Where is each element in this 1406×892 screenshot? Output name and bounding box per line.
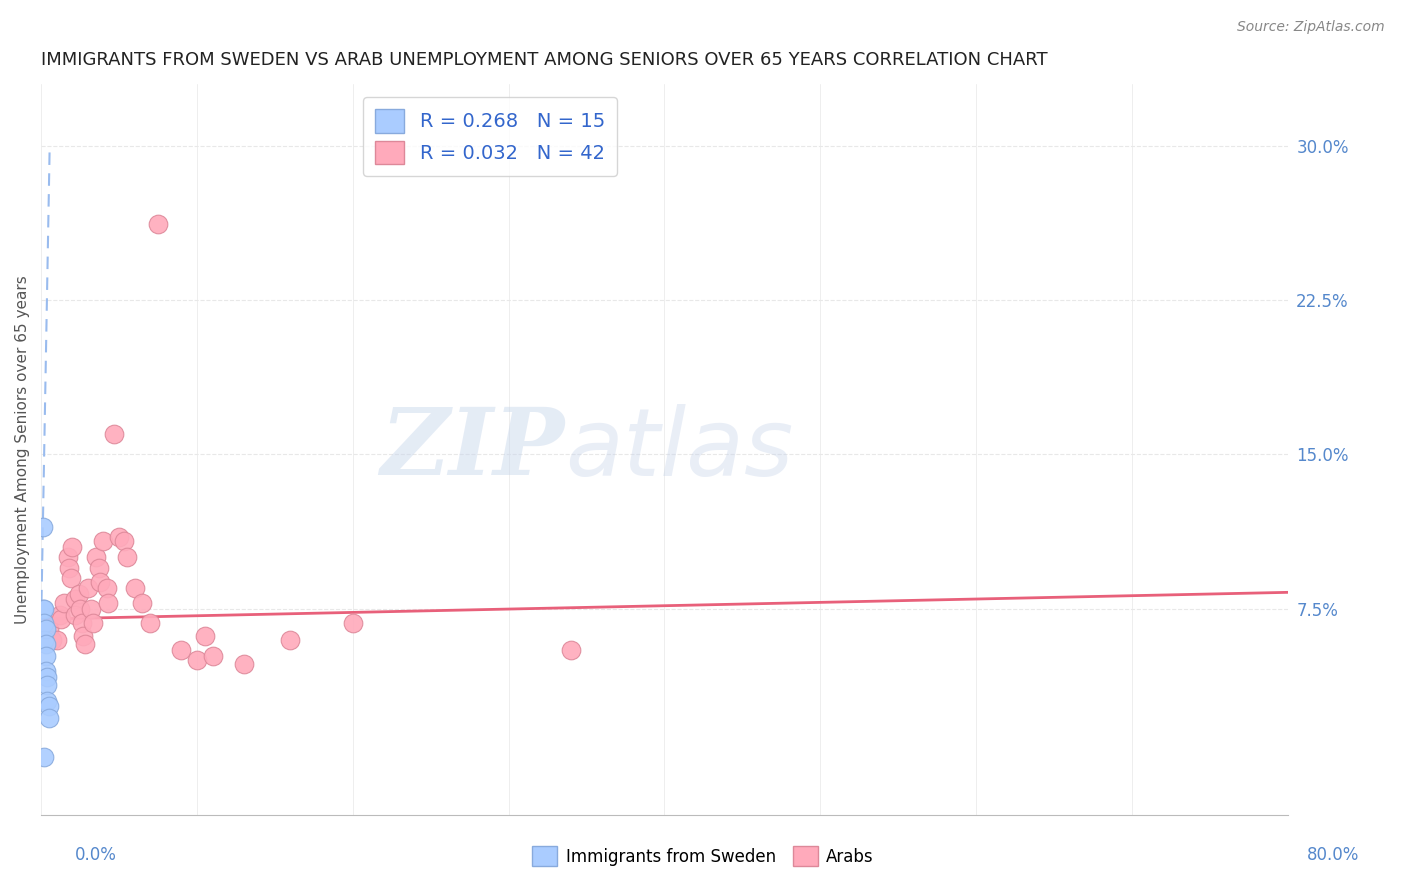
- Point: [49, 607, 72, 622]
- Point: [31, 519, 53, 533]
- Point: [232, 657, 254, 672]
- Text: 80.0%: 80.0%: [1306, 846, 1360, 863]
- Point: [80, 602, 103, 616]
- Point: [35, 637, 58, 651]
- Point: [38, 711, 60, 725]
- Text: ZIP: ZIP: [381, 404, 565, 494]
- Point: [59, 571, 82, 585]
- Point: [35, 664, 58, 678]
- Point: [194, 629, 217, 643]
- Point: [73, 637, 96, 651]
- Text: Source: ZipAtlas.com: Source: ZipAtlas.com: [1237, 20, 1385, 34]
- Point: [72, 629, 94, 643]
- Y-axis label: Unemployment Among Seniors over 65 years: Unemployment Among Seniors over 65 years: [15, 275, 30, 624]
- Point: [67, 587, 90, 601]
- Point: [31, 602, 53, 616]
- Text: IMMIGRANTS FROM SWEDEN VS ARAB UNEMPLOYMENT AMONG SENIORS OVER 65 YEARS CORRELAT: IMMIGRANTS FROM SWEDEN VS ARAB UNEMPLOYM…: [41, 51, 1047, 69]
- Point: [37, 694, 59, 708]
- Point: [93, 533, 115, 548]
- Point: [139, 616, 162, 631]
- Point: [65, 591, 87, 606]
- Point: [53, 596, 76, 610]
- Point: [70, 616, 93, 631]
- Point: [112, 533, 135, 548]
- Point: [35, 623, 58, 637]
- Point: [32, 616, 55, 631]
- Point: [82, 616, 104, 631]
- Point: [65, 607, 87, 622]
- Point: [201, 649, 224, 664]
- Point: [69, 602, 91, 616]
- Point: [87, 560, 110, 574]
- Legend: Immigrants from Sweden, Arabs: Immigrants from Sweden, Arabs: [526, 839, 880, 873]
- Point: [186, 653, 208, 667]
- Point: [560, 643, 582, 657]
- Point: [51, 612, 73, 626]
- Legend: R = 0.268   N = 15, R = 0.032   N = 42: R = 0.268 N = 15, R = 0.032 N = 42: [363, 97, 617, 176]
- Point: [32, 750, 55, 764]
- Point: [131, 596, 153, 610]
- Point: [280, 632, 302, 647]
- Point: [37, 678, 59, 692]
- Point: [58, 560, 80, 574]
- Point: [84, 550, 107, 565]
- Point: [41, 632, 63, 647]
- Point: [97, 596, 120, 610]
- Point: [342, 616, 364, 631]
- Point: [96, 581, 118, 595]
- Point: [60, 540, 83, 554]
- Text: 0.0%: 0.0%: [75, 846, 117, 863]
- Point: [170, 643, 193, 657]
- Point: [45, 632, 67, 647]
- Point: [56, 550, 79, 565]
- Point: [32, 602, 55, 616]
- Point: [89, 575, 111, 590]
- Point: [37, 670, 59, 684]
- Point: [35, 649, 58, 664]
- Point: [38, 623, 60, 637]
- Text: atlas: atlas: [565, 404, 793, 495]
- Point: [124, 581, 146, 595]
- Point: [76, 581, 98, 595]
- Point: [32, 632, 55, 647]
- Point: [108, 530, 131, 544]
- Point: [38, 698, 60, 713]
- Point: [115, 550, 138, 565]
- Point: [103, 426, 125, 441]
- Point: [146, 217, 169, 231]
